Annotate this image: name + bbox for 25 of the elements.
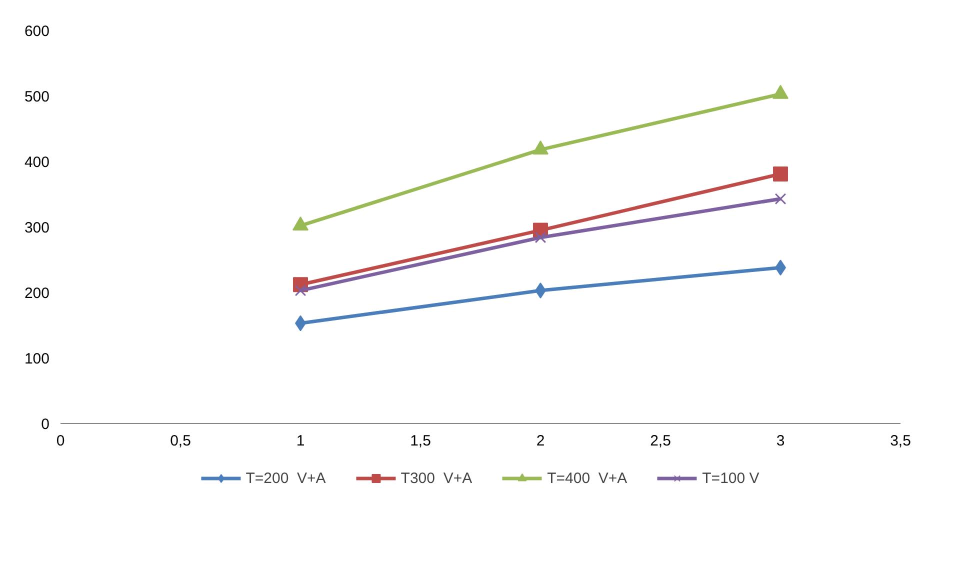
legend-label: T300 V+A — [400, 470, 472, 486]
x-tick-label: 0 — [56, 432, 65, 450]
legend-label: T=100 V — [702, 470, 760, 486]
point — [534, 232, 546, 244]
x-tick-label: 3,5 — [890, 432, 911, 450]
y-tick-label: 100 — [24, 350, 50, 368]
x-tick-label: 1 — [296, 432, 305, 450]
point — [774, 193, 786, 205]
legend-label: T=400 V+A — [547, 470, 628, 486]
y-tick-label: 0 — [41, 416, 50, 433]
x-tick-label: 2,5 — [650, 432, 671, 450]
x-tick-label: 3 — [776, 432, 785, 450]
y-tick-label: 600 — [24, 23, 50, 40]
x-tick-label: 0,5 — [170, 432, 191, 450]
x-tick-label: 1,5 — [410, 432, 431, 450]
y-tick-label: 500 — [24, 88, 50, 106]
point — [292, 216, 308, 231]
legend-label: T=200 V+A — [246, 470, 326, 486]
x-tick-label: 2 — [536, 432, 545, 450]
point — [772, 84, 788, 99]
point — [532, 140, 548, 155]
y-tick-label: 400 — [24, 154, 50, 171]
y-tick-label: 200 — [24, 285, 50, 302]
y-tick-label: 300 — [24, 220, 50, 236]
point — [773, 166, 788, 182]
